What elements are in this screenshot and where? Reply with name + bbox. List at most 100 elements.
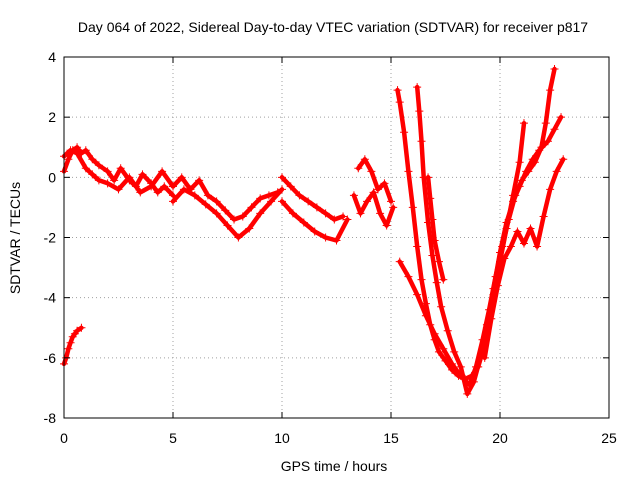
data-point xyxy=(430,329,439,338)
data-point xyxy=(321,209,330,218)
data-point xyxy=(546,185,555,194)
data-point xyxy=(373,185,382,194)
data-point xyxy=(138,170,147,179)
data-point xyxy=(116,164,125,173)
data-point xyxy=(417,275,426,284)
y-tick-label: -8 xyxy=(44,410,57,426)
series-trace-11 xyxy=(413,83,528,398)
data-point xyxy=(64,344,73,353)
data-point xyxy=(526,224,535,233)
data-point xyxy=(212,209,221,218)
data-point xyxy=(147,182,156,191)
data-point xyxy=(395,257,404,266)
data-point xyxy=(304,197,313,206)
series-trace-5 xyxy=(169,185,286,242)
series-trace-4 xyxy=(169,173,282,224)
data-point xyxy=(94,176,103,185)
data-point xyxy=(158,167,167,176)
data-point xyxy=(278,197,286,206)
data-point xyxy=(321,233,330,242)
data-point xyxy=(415,107,424,116)
data-point xyxy=(94,161,103,170)
data-point xyxy=(125,173,134,182)
data-point xyxy=(500,254,509,263)
data-point xyxy=(136,188,145,197)
data-point xyxy=(367,167,376,176)
y-tick-label: -2 xyxy=(44,230,57,246)
data-point xyxy=(195,176,204,185)
data-point xyxy=(434,257,443,266)
data-point xyxy=(393,86,402,95)
data-point xyxy=(88,170,97,179)
data-point xyxy=(221,206,230,215)
y-tick-label: 4 xyxy=(48,49,56,65)
y-tick-label: 0 xyxy=(48,169,56,185)
data-point xyxy=(450,347,459,356)
data-point xyxy=(465,380,474,389)
data-point xyxy=(288,209,297,218)
data-point xyxy=(430,236,439,245)
data-point xyxy=(343,215,352,224)
data-point xyxy=(387,197,395,206)
y-axis-label: SDTVAR / TECUs xyxy=(7,182,23,294)
data-point xyxy=(456,362,465,371)
data-point xyxy=(103,167,112,176)
data-point xyxy=(376,209,385,218)
x-tick-label: 20 xyxy=(492,430,508,446)
data-point xyxy=(413,290,422,299)
data-point xyxy=(517,176,526,185)
data-point xyxy=(73,149,82,158)
data-point xyxy=(179,185,188,194)
data-point xyxy=(513,227,522,236)
axis-ticks xyxy=(63,56,610,419)
data-point xyxy=(421,311,430,320)
x-axis-label: GPS time / hours xyxy=(281,458,388,474)
data-point xyxy=(400,128,409,137)
series-trace-6 xyxy=(278,197,352,245)
data-point xyxy=(395,98,404,107)
data-point xyxy=(439,344,448,353)
data-point xyxy=(363,197,372,206)
data-point xyxy=(546,86,555,95)
series-trace-7 xyxy=(278,173,348,224)
y-tick-labels: -8 -6 -4 -2 0 2 4 xyxy=(44,49,57,426)
data-point xyxy=(550,65,559,74)
data-point xyxy=(339,212,348,221)
data-point xyxy=(541,119,550,128)
data-point xyxy=(212,197,221,206)
data-point xyxy=(177,173,186,182)
data-point xyxy=(439,275,448,284)
data-point xyxy=(493,281,502,290)
data-point xyxy=(426,194,435,203)
data-point xyxy=(278,173,286,182)
data-point xyxy=(434,347,443,356)
data-point xyxy=(64,155,73,164)
data-point xyxy=(519,239,528,248)
data-point xyxy=(559,155,568,164)
data-point xyxy=(463,389,472,398)
data-point xyxy=(153,188,162,197)
data-point xyxy=(543,137,552,146)
data-point xyxy=(380,179,389,188)
data-point xyxy=(448,359,457,368)
data-point xyxy=(278,185,286,194)
data-point xyxy=(360,155,369,164)
series-trace-3 xyxy=(60,146,177,197)
y-tick-label: -4 xyxy=(44,290,57,306)
data-point xyxy=(203,191,212,200)
data-point xyxy=(114,185,123,194)
data-point xyxy=(524,167,533,176)
data-point xyxy=(256,194,265,203)
data-point xyxy=(533,242,542,251)
data-point xyxy=(73,326,82,335)
data-point xyxy=(354,164,363,173)
data-point xyxy=(504,215,513,224)
data-point xyxy=(245,224,254,233)
data-point xyxy=(299,218,308,227)
data-point xyxy=(417,137,426,146)
data-point xyxy=(530,158,539,167)
data-point xyxy=(264,191,273,200)
series-trace-13 xyxy=(424,173,448,284)
data-point xyxy=(88,155,97,164)
data-point xyxy=(332,236,341,245)
